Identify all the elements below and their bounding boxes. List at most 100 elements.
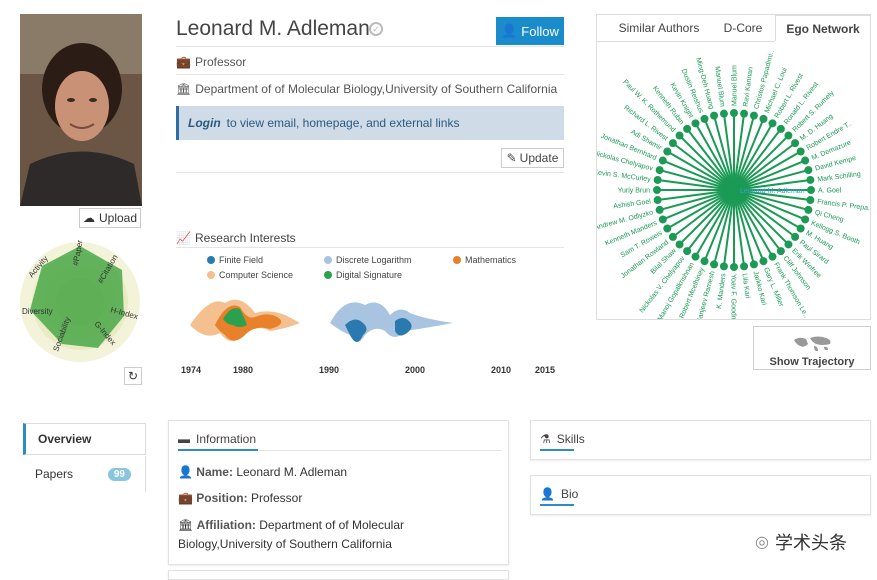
- info-affiliation-value: Department of of Molecular: [259, 518, 404, 532]
- login-link[interactable]: Login: [188, 116, 221, 130]
- ego-node[interactable]: [806, 196, 815, 205]
- ego-node[interactable]: [759, 114, 768, 123]
- ego-node[interactable]: [749, 260, 758, 269]
- affiliation-row: 🏛 Department of of Molecular Biology,Uni…: [176, 82, 557, 96]
- ego-edge: [733, 122, 774, 191]
- ego-node[interactable]: [663, 147, 672, 156]
- watermark-text: 学术头条: [775, 533, 847, 553]
- ego-node[interactable]: [768, 252, 777, 261]
- ego-edge: [703, 118, 735, 191]
- ego-edge: [662, 189, 735, 221]
- ego-node[interactable]: [683, 124, 692, 133]
- ego-node[interactable]: [710, 111, 719, 120]
- show-trajectory-button[interactable]: Show Trajectory: [753, 326, 871, 370]
- ego-node[interactable]: [675, 131, 684, 140]
- ego-edge: [733, 189, 802, 230]
- ego-node[interactable]: [801, 215, 810, 224]
- nav-overview[interactable]: Overview: [23, 423, 146, 455]
- ego-node[interactable]: [807, 186, 815, 194]
- ego-node[interactable]: [710, 260, 719, 269]
- ego-node[interactable]: [668, 139, 677, 148]
- upload-label: Upload: [98, 211, 138, 225]
- watermark: ◎ 学术头条: [755, 529, 847, 555]
- ego-edge: [678, 189, 735, 246]
- ego-node[interactable]: [740, 262, 749, 271]
- ego-node[interactable]: [784, 131, 793, 140]
- ego-edge: [694, 189, 735, 258]
- tab-d-core[interactable]: D-Core: [714, 15, 772, 41]
- ego-node[interactable]: [730, 109, 738, 117]
- ego-edge: [733, 134, 790, 191]
- ego-node[interactable]: [658, 156, 667, 165]
- year-label: 2000: [405, 365, 426, 375]
- legend-discrete-log[interactable]: Discrete Logarithm: [324, 255, 412, 265]
- refresh-button[interactable]: ↻: [124, 367, 142, 385]
- ego-node[interactable]: [655, 166, 664, 175]
- follow-button[interactable]: 👤 Follow: [496, 17, 564, 45]
- ego-node[interactable]: [759, 257, 768, 266]
- ego-node[interactable]: [768, 119, 777, 128]
- ego-node-label: Manuel Blum: [732, 65, 739, 106]
- tab-label: Similar Authors: [618, 21, 700, 35]
- ego-node[interactable]: [658, 215, 667, 224]
- ego-node[interactable]: [653, 186, 661, 194]
- refresh-icon: ↻: [127, 369, 139, 383]
- ego-node[interactable]: [804, 205, 813, 214]
- ego-node[interactable]: [719, 262, 728, 271]
- ego-node[interactable]: [776, 124, 785, 133]
- ego-node[interactable]: [719, 109, 728, 118]
- ego-node-label: Kevin S. McCurley: [597, 169, 652, 184]
- ego-node[interactable]: [691, 119, 700, 128]
- legend-mathematics[interactable]: Mathematics: [453, 255, 516, 265]
- ego-node[interactable]: [796, 224, 805, 233]
- ego-node[interactable]: [653, 196, 662, 205]
- ego-node[interactable]: [806, 175, 815, 184]
- ego-node[interactable]: [801, 156, 810, 165]
- upload-button[interactable]: ☁ Upload: [79, 208, 141, 228]
- tab-ego-network[interactable]: Ego Network: [775, 15, 871, 41]
- nav-papers-label: Papers: [35, 467, 74, 481]
- legend-label: Computer Science: [219, 270, 294, 280]
- info-affiliation-row: 🏛 Affiliation: Department of of Molecula…: [178, 518, 404, 532]
- ego-edge: [686, 128, 735, 191]
- update-button[interactable]: ✎ Update: [501, 148, 564, 168]
- ego-node[interactable]: [796, 147, 805, 156]
- ego-node[interactable]: [791, 232, 800, 241]
- ego-node-label: Yuriy Brun: [618, 188, 650, 195]
- institution-icon: 🏛: [178, 518, 194, 532]
- ego-node[interactable]: [776, 247, 785, 256]
- ego-node[interactable]: [655, 205, 664, 214]
- skills-card: ⚗ Skills: [530, 420, 871, 460]
- ego-node[interactable]: [663, 224, 672, 233]
- ego-node[interactable]: [791, 139, 800, 148]
- cloud-upload-icon: ☁: [82, 211, 95, 225]
- info-affiliation-value-2: Biology,University of Southern Californi…: [178, 537, 392, 551]
- year-label: 2015: [535, 365, 556, 375]
- ego-node[interactable]: [804, 166, 813, 175]
- ego-node[interactable]: [683, 247, 692, 256]
- user-icon: 👤: [540, 487, 555, 501]
- ego-node[interactable]: [691, 252, 700, 261]
- nav-papers[interactable]: Papers 99: [23, 456, 146, 492]
- legend-finite-field[interactable]: Finite Field: [207, 255, 263, 265]
- title-underline: [178, 449, 258, 451]
- bio-title: 👤 Bio: [540, 487, 578, 501]
- ego-center-node[interactable]: [730, 186, 738, 194]
- ego-node[interactable]: [675, 240, 684, 249]
- info-name-value: Leonard M. Adleman: [236, 465, 348, 479]
- ego-node[interactable]: [653, 175, 662, 184]
- ego-node[interactable]: [700, 114, 709, 123]
- ego-node[interactable]: [668, 232, 677, 241]
- ego-edge: [662, 159, 735, 191]
- ego-node[interactable]: [700, 257, 709, 266]
- legend-computer-science[interactable]: Computer Science: [207, 270, 293, 280]
- year-label: 2010: [491, 365, 512, 375]
- legend-digital-signature[interactable]: Digital Signature: [324, 270, 402, 280]
- info-position-label: Position:: [196, 491, 248, 505]
- tab-similar-authors[interactable]: Similar Authors: [605, 15, 713, 41]
- ego-node[interactable]: [784, 240, 793, 249]
- ego-node-label: Francis P. Prepa..: [817, 198, 870, 212]
- ego-node[interactable]: [730, 263, 738, 271]
- ego-node[interactable]: [740, 109, 749, 118]
- ego-node[interactable]: [749, 111, 758, 120]
